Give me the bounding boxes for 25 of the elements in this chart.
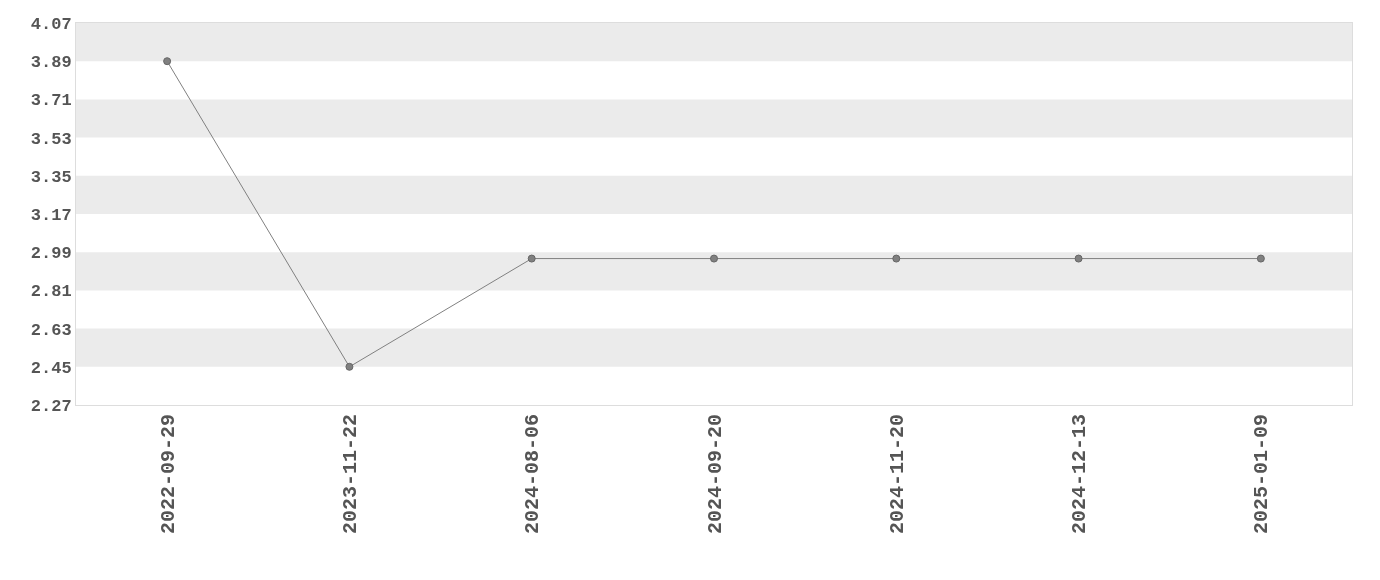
y-tick-label: 4.07 <box>30 14 72 34</box>
point <box>345 362 354 371</box>
point <box>892 254 901 263</box>
point <box>1074 254 1083 263</box>
y-tick-label: 3.89 <box>30 53 72 73</box>
point <box>1256 254 1265 263</box>
y-tick-label: 2.63 <box>30 320 72 340</box>
y-tick-label: 2.27 <box>30 396 72 416</box>
point <box>527 254 536 263</box>
y-tick-label: 2.81 <box>30 282 72 302</box>
y-tick-label: 3.17 <box>30 205 72 225</box>
y-tick-label: 2.45 <box>30 358 72 378</box>
x-tick-label: 2024-08-06 <box>521 414 545 535</box>
x-tick-label: 2022-09-29 <box>156 414 180 535</box>
x-tick-label: 2023-11-22 <box>338 414 362 535</box>
y-tick-label: 3.53 <box>30 129 72 149</box>
x-tick-label: 2024-09-20 <box>703 414 727 535</box>
x-tick-label: 2024-12-13 <box>1068 414 1092 535</box>
y-tick-label: 3.71 <box>30 91 72 111</box>
y-tick-label: 2.99 <box>30 244 72 264</box>
point <box>710 254 718 263</box>
x-tick-label: 2025-01-09 <box>1250 414 1274 535</box>
x-tick-label: 2024-11-20 <box>885 414 909 535</box>
point <box>163 57 172 66</box>
y-tick-label: 3.35 <box>30 167 72 187</box>
